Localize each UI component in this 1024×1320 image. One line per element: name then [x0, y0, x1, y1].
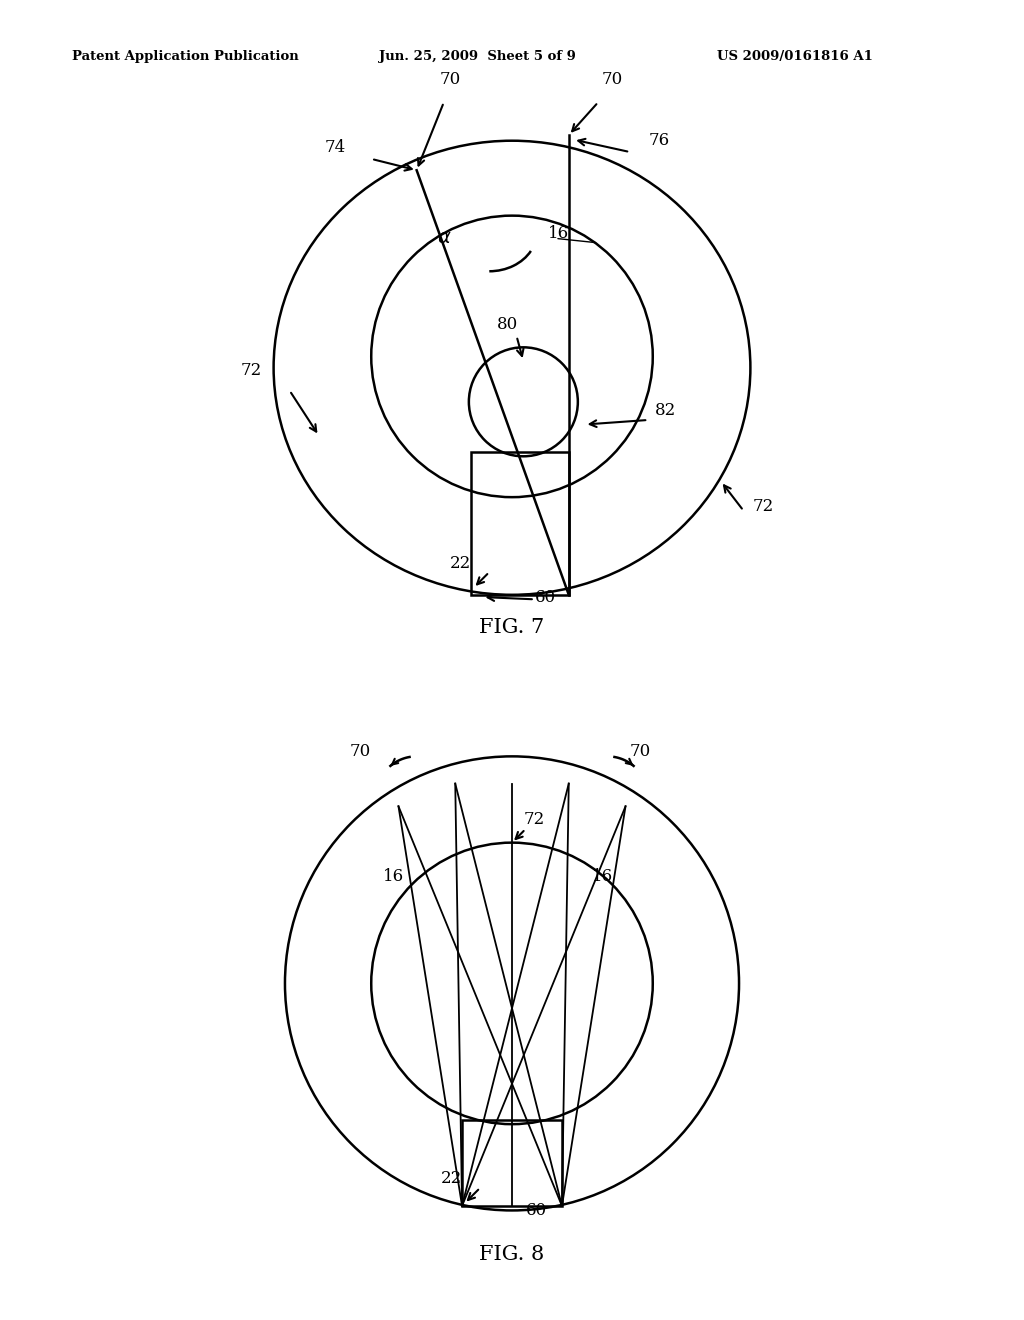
Text: 80: 80 — [497, 317, 518, 333]
Text: 82: 82 — [655, 403, 676, 420]
Text: $\alpha$: $\alpha$ — [436, 228, 452, 247]
Text: Patent Application Publication: Patent Application Publication — [72, 50, 298, 63]
Text: 70: 70 — [350, 743, 372, 760]
Text: 72: 72 — [241, 362, 262, 379]
Text: 74: 74 — [325, 139, 345, 156]
Text: US 2009/0161816 A1: US 2009/0161816 A1 — [717, 50, 872, 63]
Text: 16: 16 — [592, 869, 613, 886]
Text: 22: 22 — [440, 1171, 462, 1187]
Text: FIG. 8: FIG. 8 — [479, 1245, 545, 1265]
Text: 72: 72 — [753, 498, 774, 515]
Text: 76: 76 — [648, 132, 670, 149]
Text: 70: 70 — [630, 743, 651, 760]
Text: Jun. 25, 2009  Sheet 5 of 9: Jun. 25, 2009 Sheet 5 of 9 — [379, 50, 575, 63]
Text: 16: 16 — [548, 226, 569, 243]
Text: 60: 60 — [525, 1203, 547, 1218]
Text: 16: 16 — [383, 869, 404, 886]
Text: 70: 70 — [440, 71, 462, 88]
Text: 72: 72 — [523, 812, 545, 829]
Text: FIG. 7: FIG. 7 — [479, 618, 545, 638]
Text: 22: 22 — [450, 554, 471, 572]
Text: 70: 70 — [601, 71, 623, 88]
Text: 60: 60 — [535, 589, 556, 606]
